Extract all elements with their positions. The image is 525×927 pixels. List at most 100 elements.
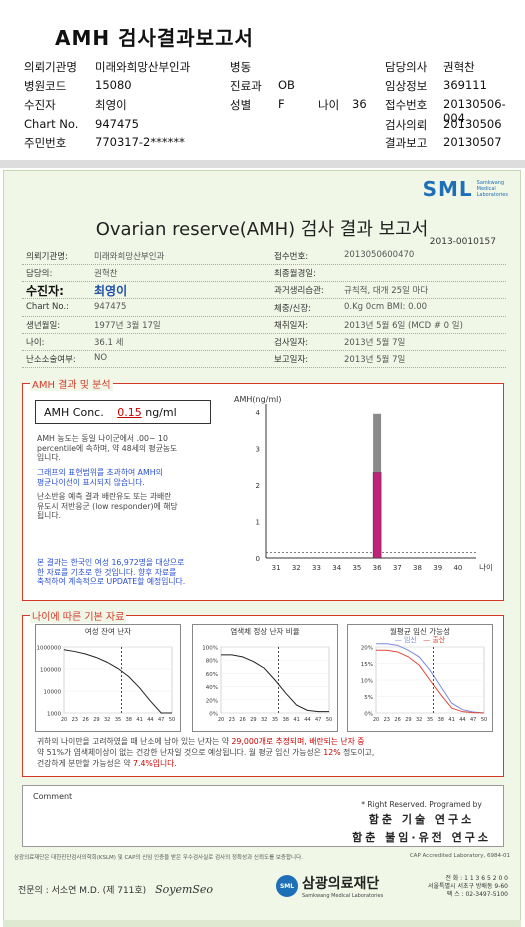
- y-tick-label: 80%: [206, 659, 218, 665]
- x-tick-label: 38: [126, 717, 132, 723]
- signature-label: 전문의 : 서소연 M.D. (제 711호): [18, 886, 147, 896]
- summary-part: 건강하게 분만할 가능성은 약: [37, 759, 131, 768]
- x-tick-label: 36: [373, 564, 382, 572]
- x-tick-label: 20: [218, 717, 224, 723]
- summary-part: 51%가 염색체이상이 없는 건강한 난자일 것으로 예상됩니다. 월 평균 임…: [46, 748, 321, 757]
- header-value: 최영이: [95, 98, 127, 112]
- legend-label: 출산: [432, 636, 446, 644]
- x-tick-label: 32: [292, 564, 301, 572]
- header-value: 20130506-004: [443, 97, 506, 125]
- age-section-title: 나이에 따른 기본 자료: [30, 608, 127, 623]
- y-tick-label: 1: [256, 519, 260, 527]
- y-tick-label: 100000: [40, 668, 61, 674]
- conc-label: AMH Conc.: [44, 406, 104, 419]
- foundation-emblem: SML: [276, 875, 298, 897]
- x-tick-label: 29: [250, 717, 256, 723]
- y-tick-label: 10000: [44, 690, 62, 696]
- x-tick-label: 34: [332, 564, 341, 572]
- info-value: 규칙적, 대개 25일 마다: [344, 286, 429, 297]
- page-title: AMH 검사결과보고서: [55, 26, 254, 50]
- age-summary-text: 귀하의 나이만을 고려하였을 때 난소에 남아 있는 난자는 약 29,000개…: [37, 736, 497, 769]
- bottom-strip: [3, 920, 521, 927]
- logo-sub: Samkwang Medical Laboratories: [477, 180, 508, 198]
- series-line: [63, 649, 172, 714]
- legend-pregnancy: — 임신: [394, 636, 417, 644]
- text-line: 한 자료를 기초로 한 것입니다. 향후 자료를: [37, 567, 177, 577]
- x-tick-label: 38: [283, 717, 289, 723]
- age-data-section: 여성 잔여 난자 1000 10000 100000 1000000 20 23 26 29 3…: [22, 615, 504, 777]
- y-tick-label: 3: [256, 446, 260, 454]
- y-tick-label: 4: [256, 409, 261, 417]
- x-tick-label: 40: [453, 564, 462, 572]
- x-tick-label: 44: [147, 717, 153, 723]
- summary-part: 정도이고,: [343, 748, 375, 757]
- mini-chart-title: 여성 잔여 난자: [84, 627, 132, 636]
- header-value: 947475: [95, 117, 139, 131]
- report-title: Ovarian reserve(AMH) 검사 결과 보고서: [95, 219, 429, 240]
- accreditation-note: 삼광의료재단은 대한진단검사의학회(KSLM) 및 CAP의 신임 인증을 받은…: [14, 855, 303, 861]
- series-line: [376, 643, 485, 714]
- mini-legend: — 임신 — 출산: [348, 635, 492, 645]
- foundation-logo: SML 삼광의료재단 Samkwang Medical Laboratories: [276, 873, 383, 899]
- y-tick-label: 0%: [364, 712, 373, 718]
- x-tick-label: 41: [448, 717, 454, 723]
- plot-frame: [63, 646, 173, 714]
- y-tick-label: 2: [256, 482, 260, 490]
- info-key: 최종월경일:: [274, 269, 316, 280]
- header-value: 770317-2******: [95, 135, 185, 149]
- y-axis-label: AMH(ng/ml): [234, 395, 282, 404]
- info-value: 36.1 세: [94, 338, 124, 348]
- y-tick-label: 0: [256, 555, 260, 563]
- info-value: 2013년 5월 7일: [344, 355, 406, 366]
- text-line: 본 결과는 한국인 여성 16,972명을 대상으로: [37, 558, 185, 567]
- info-row: 나이: 36.1 세 검사일자: 2013년 5월 7일: [22, 333, 506, 351]
- header-value: 20130507: [443, 135, 502, 149]
- y-tick-label: 20%: [206, 698, 218, 704]
- info-key: 과거생리습관:: [274, 286, 324, 297]
- x-tick-label: 35: [427, 717, 433, 723]
- x-tick-label: 41: [293, 717, 299, 723]
- header-value: 369111: [443, 78, 487, 92]
- x-tick-label: 26: [394, 717, 400, 723]
- info-key: 채취일자:: [274, 320, 309, 331]
- x-tick-label: 23: [229, 717, 235, 723]
- header-value: OB: [278, 78, 295, 92]
- header-value: F: [278, 97, 285, 111]
- info-row: 수진자: 최영이 과거생리습관: 규칙적, 대개 25일 마다: [22, 281, 506, 300]
- comment-box: Comment * Right Reserved. Programed by 함…: [22, 785, 504, 847]
- header-key: 성별: [230, 98, 252, 112]
- header-key: 결과보고: [385, 136, 428, 150]
- header-key: 검사의뢰: [385, 118, 428, 132]
- x-tick-label: 20: [373, 717, 379, 723]
- info-key: Chart No.:: [26, 301, 70, 312]
- y-tick-label: 15%: [361, 662, 373, 668]
- x-tick-label: 47: [470, 717, 476, 723]
- x-tick-label: 37: [393, 564, 402, 572]
- info-key: 체중/신장:: [274, 303, 312, 314]
- normal-egg-ratio-chart: 염색체 정상 난자 비율 0% 20% 40% 60% 80% 100% 20 23 26 29 3…: [192, 624, 338, 732]
- header-key: Chart No.: [24, 117, 79, 131]
- amh-conc-box: AMH Conc. 0.15 ng/ml: [35, 400, 211, 424]
- info-row: Chart No.: 947475 체중/신장: 0.Kg 0cm BMI: 0.00: [22, 299, 506, 317]
- info-row: 난소소술여부: NO 보고일자: 2013년 5월 7일: [22, 350, 506, 369]
- info-key: 검사일자:: [274, 338, 309, 348]
- mini-chart-title: 월평균 임신 가능성: [390, 627, 450, 636]
- data-basis-note: 본 결과는 한국인 여성 16,972명을 대상으로 한 자료를 기초로 한 것…: [37, 558, 185, 587]
- summary-birth: 7.4%입니다.: [133, 759, 177, 768]
- amh-section-title: AMH 결과 및 분석: [30, 376, 113, 391]
- info-key: 의뢰기관명:: [26, 252, 68, 262]
- x-tick-label: 32: [261, 717, 267, 723]
- header-key: 담당의사: [385, 60, 428, 74]
- text-line: 난소반응 예측 결과 배란유도 또는 과배란: [37, 492, 172, 501]
- text-line: 입니다.: [37, 453, 61, 462]
- x-tick-label: 26: [239, 717, 245, 723]
- summary-part: 귀하의 나이만을 고려하였을 때 난소에 남아 있는 난자는 약: [37, 737, 229, 746]
- y-tick-label: 20%: [361, 646, 373, 652]
- x-tick-label: 47: [158, 717, 164, 723]
- foundation-eng: Samkwang Medical Laboratories: [302, 893, 384, 899]
- address-line: 서울특별시 서초구 방배동 9-60: [427, 883, 508, 890]
- x-tick-label: 23: [72, 717, 78, 723]
- header-key: 임상정보: [385, 79, 428, 93]
- comment-label: Comment: [33, 792, 73, 801]
- x-tick-label: 50: [481, 717, 487, 723]
